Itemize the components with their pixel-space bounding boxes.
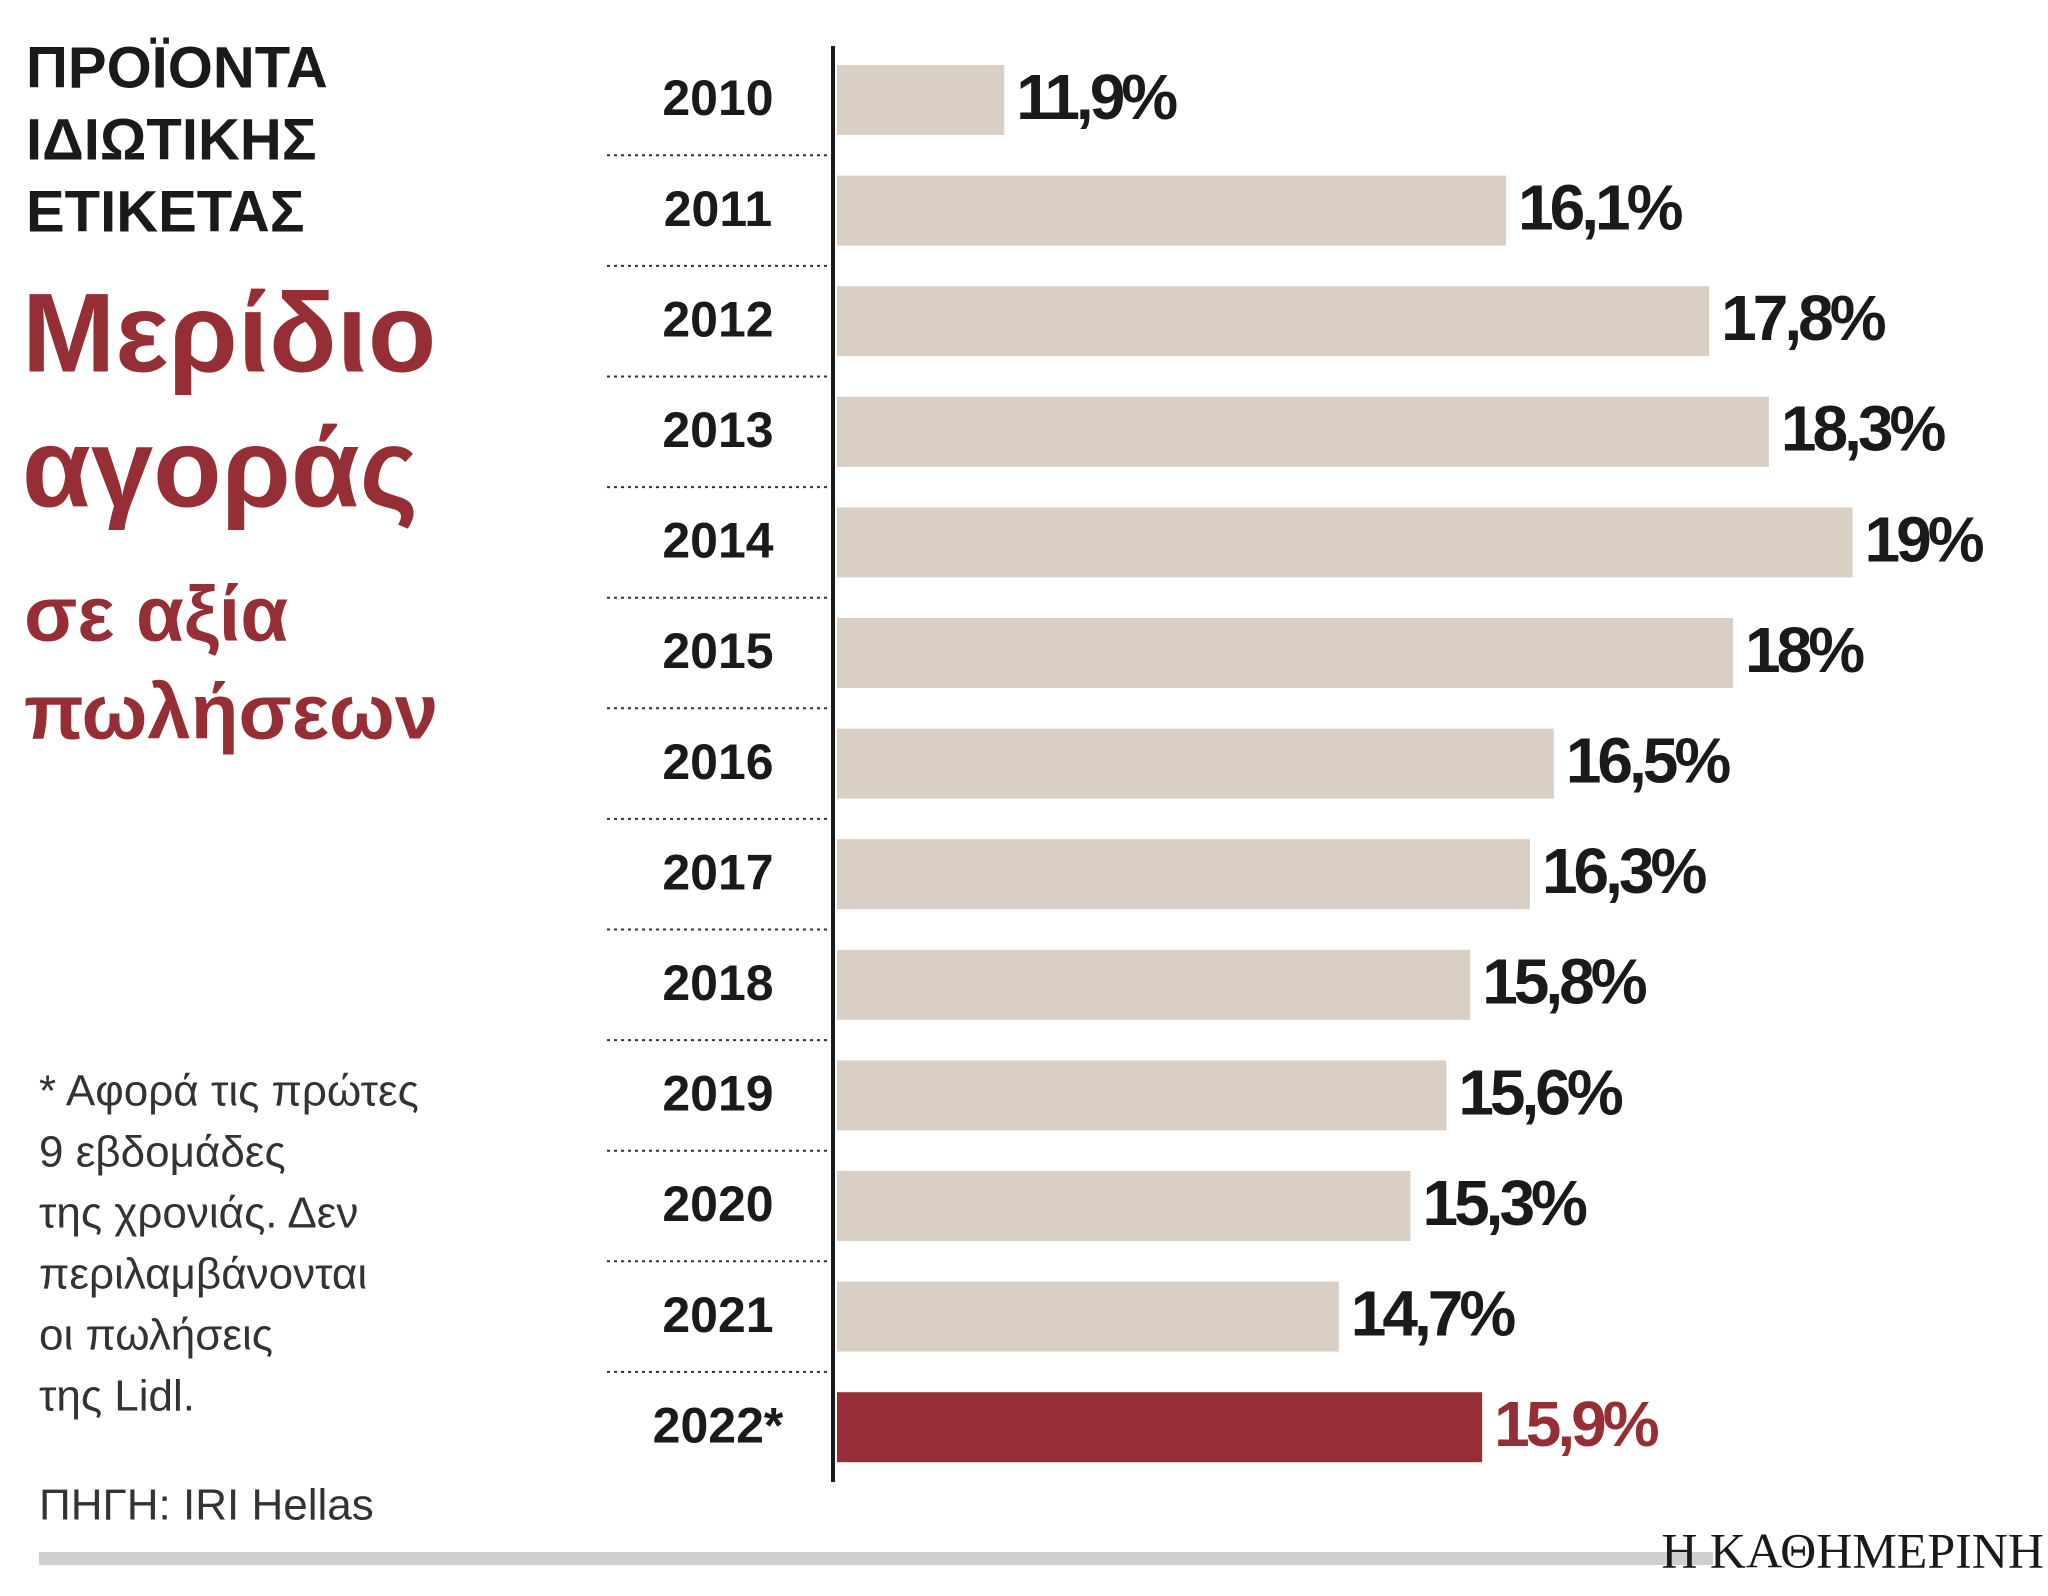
value-label: 15,6% [1458, 1056, 1623, 1128]
y-tick-label: 2012 [662, 291, 773, 347]
value-label: 15,9% [1494, 1388, 1659, 1460]
y-tick-label: 2020 [662, 1176, 773, 1232]
bar [837, 175, 1507, 246]
subtitle-secondary: σε αξία [24, 570, 288, 658]
note: της Lidl. [39, 1372, 195, 1421]
note: 9 εβδομάδες [39, 1128, 286, 1177]
value-label: 18% [1745, 614, 1864, 686]
value-label: 17,8% [1721, 282, 1886, 354]
y-tick-label: 2011 [664, 181, 772, 237]
note: περιλαμβάνονται [39, 1250, 367, 1299]
y-tick-label: 2022* [653, 1397, 784, 1453]
note: οι πωλήσεις [39, 1311, 273, 1360]
note: * Αφορά τις πρώτες [39, 1067, 419, 1116]
bar [837, 507, 1853, 578]
value-label: 14,7% [1351, 1278, 1516, 1350]
bar [837, 618, 1734, 688]
value-label: 19% [1865, 503, 1984, 575]
y-tick-label: 2015 [662, 623, 773, 679]
title: ΠΡΟΪΟΝΤΑ [26, 35, 328, 100]
bar [837, 1392, 1483, 1463]
bar [837, 728, 1554, 799]
y-tick-label: 2019 [662, 1066, 773, 1122]
subtitle: αγοράς [22, 406, 418, 531]
bar [837, 1171, 1411, 1241]
y-tick-label: 2013 [662, 402, 773, 458]
value-label: 15,3% [1422, 1167, 1587, 1239]
title: ΕΤΙΚΕΤΑΣ [26, 179, 305, 244]
bar [837, 65, 1005, 135]
bar [837, 1281, 1339, 1352]
value-label: 16,5% [1566, 725, 1731, 797]
bar [837, 949, 1471, 1020]
footer-bar [39, 1552, 1713, 1565]
bar [837, 1060, 1447, 1131]
y-tick-label: 2010 [662, 70, 773, 126]
y-tick-label: 2014 [662, 513, 773, 569]
value-label: 16,3% [1542, 835, 1707, 907]
y-tick-label: 2017 [662, 844, 773, 900]
value-label: 16,1% [1518, 172, 1683, 244]
bar [837, 839, 1530, 910]
value-label: 18,3% [1781, 393, 1946, 465]
y-tick-label: 2021 [662, 1287, 773, 1343]
bar [837, 286, 1710, 357]
bar [837, 396, 1769, 467]
brand: Η ΚΑΘΗΜΕΡΙΝΗ [1661, 1522, 2044, 1578]
y-tick-label: 2018 [662, 955, 773, 1011]
note: της χρονιάς. Δεν [39, 1189, 358, 1238]
value-label: 15,8% [1482, 946, 1647, 1018]
title: ΙΔΙΩΤΙΚΗΣ [26, 107, 317, 172]
subtitle: Μερίδιο [22, 271, 436, 396]
value-label: 11,9% [1016, 61, 1177, 133]
y-tick-label: 2016 [662, 734, 773, 790]
subtitle-secondary: πωλήσεων [24, 668, 438, 756]
source: ΠΗΓΗ: IRI Hellas [39, 1481, 374, 1530]
